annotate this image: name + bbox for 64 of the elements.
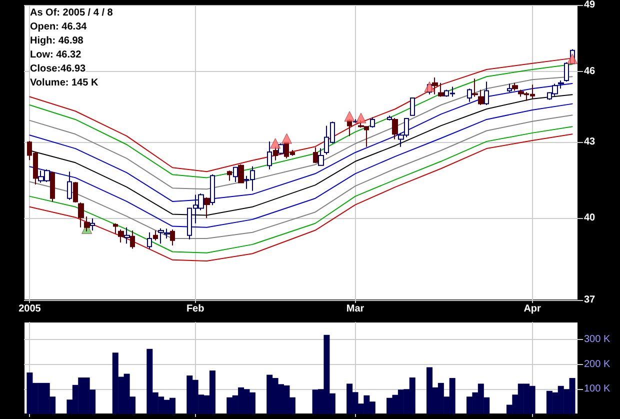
candlestick xyxy=(512,82,518,92)
candlestick xyxy=(130,230,135,250)
candlestick xyxy=(233,166,238,182)
candlestick xyxy=(50,171,55,202)
candlestick xyxy=(484,81,489,106)
candlestick xyxy=(273,146,278,161)
line-series xyxy=(29,103,573,228)
candlestick xyxy=(564,62,569,82)
y-tick-label: 49 xyxy=(584,0,596,10)
candlestick xyxy=(313,146,318,164)
candlestick xyxy=(147,232,152,250)
candlestick xyxy=(558,80,564,90)
candlestick xyxy=(387,115,392,121)
x-tick-label: Apr xyxy=(524,304,542,314)
candlestick xyxy=(78,202,84,228)
candlestick xyxy=(210,174,215,206)
annotation: Low: 46.32 xyxy=(30,50,82,60)
point xyxy=(344,111,355,122)
annotation: High: 46.98 xyxy=(30,36,84,46)
x-tick-label: 2005 xyxy=(18,304,42,314)
candlestick xyxy=(67,171,72,200)
line-series xyxy=(29,94,573,216)
candlestick xyxy=(318,148,324,166)
annotation: Open: 46.34 xyxy=(30,22,88,32)
point xyxy=(356,112,366,124)
point xyxy=(424,82,435,92)
candlestick xyxy=(90,218,95,232)
point xyxy=(281,133,292,144)
candlestick xyxy=(124,226,130,244)
candlestick xyxy=(170,228,175,246)
candlestick xyxy=(438,82,444,98)
candlestick xyxy=(238,164,244,184)
annotation: Volume: 145 K xyxy=(30,78,99,88)
candlestick xyxy=(432,77,438,95)
candlestick xyxy=(227,170,232,182)
point xyxy=(567,54,578,64)
candlestick xyxy=(467,88,472,102)
candlestick xyxy=(204,196,210,219)
y-tick-label: 200 K xyxy=(584,358,610,370)
candlestick xyxy=(153,230,158,241)
y-tick-label: 37 xyxy=(584,294,596,306)
candlestick xyxy=(84,216,90,232)
candlestick xyxy=(392,118,398,140)
y-tick-label: 100 K xyxy=(584,384,610,395)
candlestick xyxy=(267,140,272,170)
annotation: Close:46.93 xyxy=(30,64,86,74)
line-series xyxy=(29,114,573,240)
candlestick xyxy=(113,222,118,234)
y-tick-label: 46 xyxy=(584,66,596,77)
candlestick xyxy=(370,116,375,128)
y-tick-label: 300 K xyxy=(584,334,610,345)
candlestick xyxy=(73,182,78,203)
y-tick-label: 40 xyxy=(584,212,596,224)
annotation: As Of: 2005 / 4 / 8 xyxy=(30,8,114,18)
candlestick xyxy=(478,89,484,106)
point xyxy=(270,138,281,149)
candlestick xyxy=(410,97,415,116)
y-tick-label: 43 xyxy=(584,136,596,148)
x-tick-label: Mar xyxy=(346,304,364,314)
candlestick xyxy=(472,78,478,98)
candlestick xyxy=(507,83,512,93)
candlestick xyxy=(118,228,124,244)
line-series xyxy=(29,76,573,190)
x-tick-label: Feb xyxy=(186,304,204,314)
